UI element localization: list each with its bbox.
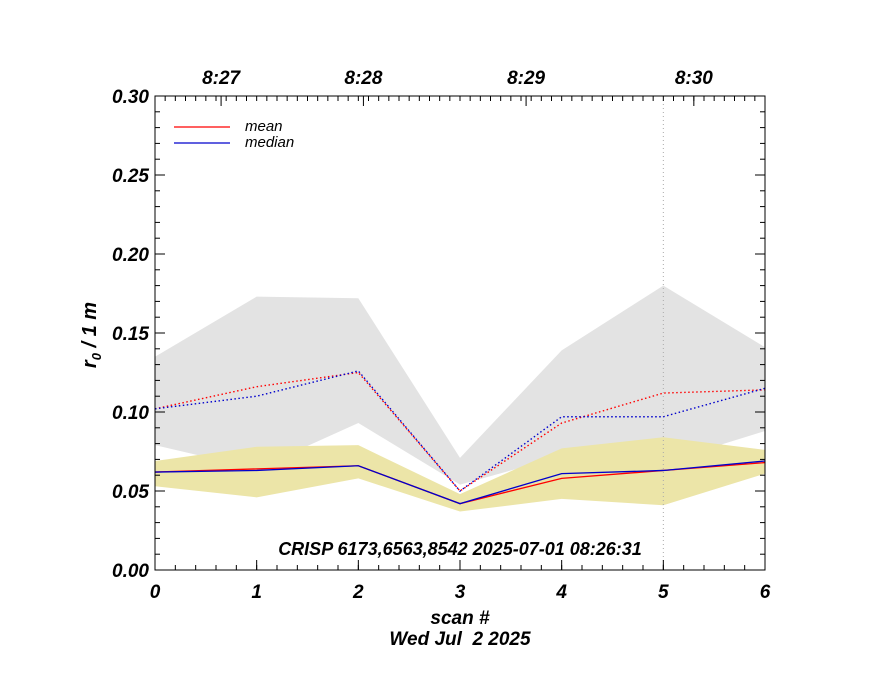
legend-label-median: median [245,134,294,151]
ticks-layer: 0.00 0.05 0.10 0.15 0.20 0.25 0.30 0 1 2 3 4 5 6 8:27 8… [112,68,771,603]
x-tick-label: 2 [352,582,364,603]
y-tick-label: 0.05 [112,482,149,503]
series-line-median [154,460,766,505]
x-axis-label: scan # [430,608,490,629]
date-label: Wed Jul 2 2025 [389,629,531,650]
bands-layer [155,285,765,512]
y-tick-label: 0.30 [112,87,149,108]
band-0 [155,285,765,485]
y-tick-label: 0.10 [112,403,149,424]
top-axis-label: 8:29 [507,68,545,89]
legend-label-mean: mean [245,118,283,135]
annotation: CRISP 6173,6563,8542 2025-07-01 08:26:31 [278,539,642,559]
y-axis-label: r0 / 1 m [79,302,104,368]
y-tick-label: 0.25 [112,166,149,187]
top-axis-label: 8:30 [675,68,713,89]
x-tick-label: 0 [150,582,161,603]
top-axis-label: 8:28 [344,68,382,89]
x-tick-label: 3 [455,582,466,603]
band-1 [155,437,765,512]
series-line-dotted-3 [154,370,766,492]
y-axis-label-main: r [79,359,101,368]
y-tick-label: 0.20 [112,245,149,266]
top-axis-label: 8:27 [202,68,241,89]
y-axis-label-rest: / 1 m [79,302,101,353]
x-tick-label: 6 [760,582,771,603]
y-axis-label-sub: 0 [89,352,104,360]
x-tick-label: 5 [658,582,669,603]
x-tick-label: 4 [555,582,567,603]
y-tick-label: 0.15 [112,324,149,345]
series-layer [154,370,766,505]
x-tick-label: 1 [251,582,262,603]
series-line-dotted-2 [154,371,766,492]
y-tick-label: 0.00 [112,561,149,582]
